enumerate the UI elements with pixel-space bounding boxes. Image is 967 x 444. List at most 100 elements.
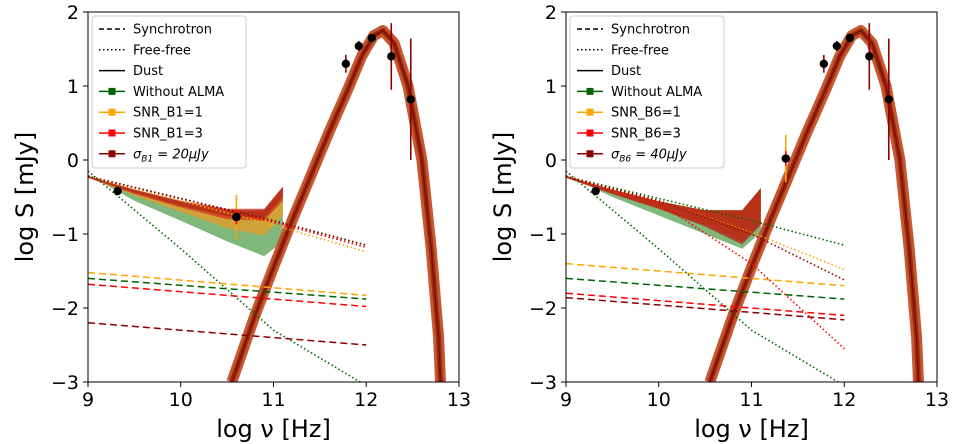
legend-swatch-marker	[108, 87, 116, 95]
legend-item: Free-free	[577, 43, 669, 58]
x-axis-label: log ν [Hz]	[694, 415, 809, 443]
dust-band-core	[229, 28, 443, 382]
legend-swatch-marker	[586, 129, 594, 137]
legend-swatch-marker	[586, 150, 594, 158]
legend-item: σB1 = 20μJy	[99, 147, 209, 164]
synchrotron-line-0	[88, 277, 367, 300]
legend-label: Synchrotron	[611, 23, 690, 38]
freefree-component-0	[88, 170, 362, 382]
freefree-component-0	[566, 170, 840, 382]
legend-label: Free-free	[133, 43, 191, 58]
x-tick-label: 11	[261, 389, 285, 411]
x-tick-label: 9	[560, 389, 572, 411]
y-tick-label: 1	[545, 76, 557, 98]
legend-item: Without ALMA	[577, 85, 702, 100]
legend-swatch-marker	[586, 87, 594, 95]
legend-label: SNR_B6=3	[611, 127, 681, 142]
legend-item: σB6 = 40μJy	[577, 147, 687, 164]
data-point-5	[845, 33, 855, 43]
y-tick-label: −3	[529, 372, 557, 394]
legend-label: SNR_B1=3	[133, 127, 203, 142]
x-tick-label: 13	[925, 389, 949, 411]
legend-item: SNR_B1=1	[99, 106, 203, 121]
uncertainty-band-2	[88, 176, 283, 221]
x-tick-label: 10	[169, 389, 193, 411]
legend-item: Synchrotron	[577, 23, 690, 38]
legend-item: Dust	[577, 64, 641, 79]
freefree-line-2	[566, 175, 845, 350]
data-point-3	[819, 59, 829, 68]
data-point-6	[387, 52, 396, 61]
uncertainty-band-3	[88, 176, 283, 218]
y-tick-label: 0	[545, 150, 557, 172]
legend-box	[569, 15, 725, 169]
legend-label: Dust	[133, 64, 163, 79]
legend-swatch-marker	[108, 150, 116, 158]
uncertainty-band-3	[566, 176, 761, 245]
freefree-line-1	[88, 175, 367, 253]
data-point-2	[781, 154, 791, 163]
legend-item: SNR_B1=3	[99, 127, 203, 142]
y-tick-label: 2	[67, 2, 79, 24]
data-point-0	[113, 186, 122, 196]
legend-swatch-marker	[586, 108, 594, 116]
legend-label: σB6 = 40μJy	[611, 147, 687, 164]
legend-label: σB1 = 20μJy	[133, 147, 209, 164]
data-point-2	[232, 212, 241, 222]
y-tick-label: −2	[51, 298, 79, 320]
y-tick-label: 2	[545, 2, 557, 24]
y-axis-label: log S [mJy]	[489, 132, 517, 262]
synchrotron-line-3	[88, 322, 367, 346]
data-point-4	[832, 41, 842, 51]
freefree-line-3	[566, 175, 845, 281]
legend-label: Synchrotron	[133, 23, 212, 38]
plot-area	[88, 23, 446, 382]
legend-item: Without ALMA	[99, 85, 224, 100]
data-point-6	[865, 52, 874, 61]
legend-label: SNR_B1=1	[133, 106, 203, 121]
legend-label: SNR_B6=1	[611, 106, 681, 121]
data-point-5	[367, 33, 377, 43]
legend-label: Free-free	[611, 43, 669, 58]
legend-swatch-marker	[108, 129, 116, 137]
x-tick-label: 9	[82, 389, 94, 411]
legend-label: Without ALMA	[611, 85, 702, 100]
x-tick-label: 12	[354, 389, 378, 411]
data-point-7	[406, 95, 415, 104]
synchrotron-line-0	[566, 277, 845, 300]
synchrotron-line-2	[566, 292, 845, 317]
synchrotron-line-3	[566, 296, 845, 321]
legend-item: Free-free	[99, 43, 191, 58]
y-tick-label: −1	[529, 224, 557, 246]
plot-area	[566, 23, 924, 382]
synchrotron-line-1	[566, 262, 845, 287]
x-axis-label: log ν [Hz]	[216, 415, 331, 443]
y-tick-label: −1	[51, 224, 79, 246]
data-point-0	[591, 186, 600, 196]
dust-line	[231, 29, 442, 382]
data-point-7	[884, 95, 893, 104]
legend-label: Without ALMA	[133, 85, 224, 100]
data-point-4	[354, 41, 364, 51]
legend-box	[91, 15, 247, 169]
x-tick-label: 13	[447, 389, 471, 411]
synchrotron-line-2	[88, 283, 367, 308]
y-tick-label: 0	[67, 150, 79, 172]
legend-item: Dust	[99, 64, 163, 79]
y-tick-label: −3	[51, 372, 79, 394]
synchrotron-line-1	[88, 271, 367, 297]
dust-line	[709, 29, 920, 382]
y-tick-label: 1	[67, 76, 79, 98]
legend-swatch-marker	[108, 108, 116, 116]
x-tick-label: 10	[647, 389, 671, 411]
legend-item: Synchrotron	[99, 23, 212, 38]
x-tick-label: 12	[832, 389, 856, 411]
data-point-3	[341, 59, 351, 68]
y-tick-label: −2	[529, 298, 557, 320]
dust-band-core	[707, 28, 921, 382]
legend-item: SNR_B6=3	[577, 127, 681, 142]
x-tick-label: 11	[739, 389, 763, 411]
